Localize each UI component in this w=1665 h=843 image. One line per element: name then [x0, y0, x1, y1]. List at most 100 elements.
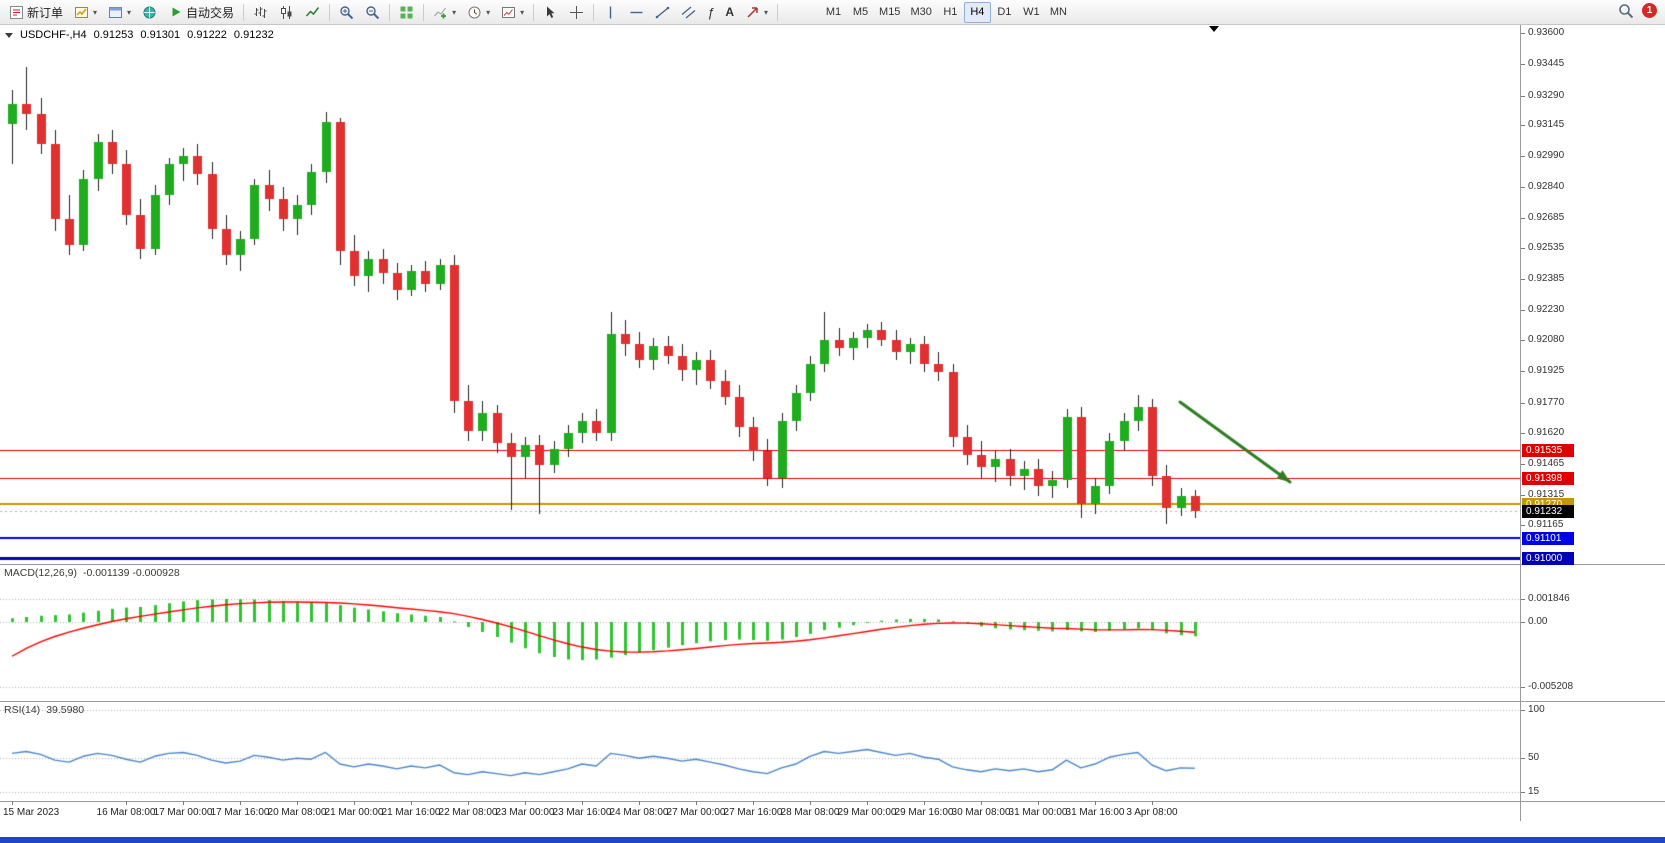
price-line-label: 0.91101 [1522, 532, 1574, 545]
price-axis[interactable]: 0.93600 0.93445 0.93290 0.93145 0.92990 0.928… [1521, 25, 1664, 821]
new-chart-icon [74, 5, 89, 20]
line-chart-mode-button[interactable] [300, 2, 325, 23]
panel-separator[interactable] [0, 564, 1665, 565]
price-tick-label: 0.93290 [1528, 90, 1565, 101]
time-tick-label: 23 Mar 16:00 [552, 807, 612, 818]
time-tick-mark [1095, 801, 1096, 805]
price-tick-label: 0.92385 [1528, 273, 1565, 284]
fibonacci-icon: ƒ [707, 4, 715, 20]
timeframe-group: M1 M5 M15 M30 H1 H4 D1 W1 MN [820, 1, 1072, 23]
clock-icon [467, 5, 482, 20]
bar-chart-mode-button[interactable] [248, 2, 273, 23]
time-tick-mark [1038, 801, 1039, 805]
tile-windows-button[interactable] [394, 2, 419, 23]
time-tick-mark [810, 801, 811, 805]
search-icon[interactable] [1618, 3, 1633, 18]
toolbar-separator [389, 3, 391, 21]
macd-panel-canvas[interactable] [0, 564, 1520, 701]
axis-tick-mark [1521, 792, 1525, 793]
new-order-button[interactable]: 新订单 [4, 2, 68, 23]
axis-tick-mark [1521, 403, 1525, 404]
rsi-tick-label: 15 [1528, 786, 1540, 797]
new-order-label: 新订单 [27, 5, 64, 20]
time-tick-label: 16 Mar 08:00 [96, 807, 156, 818]
axis-tick-mark [1521, 279, 1525, 280]
time-tick-label: 24 Mar 08:00 [609, 807, 669, 818]
chevron-down-icon: ▾ [127, 7, 132, 17]
macd-tick-label: 0.00 [1528, 616, 1548, 627]
candlestick-mode-button[interactable] [274, 2, 299, 23]
timeframe-m5-button[interactable]: M5 [852, 6, 869, 18]
price-tick-label: 0.91165 [1528, 519, 1564, 530]
time-tick-label: 31 Mar 00:00 [1008, 807, 1068, 818]
profiles-button[interactable]: ▾ [103, 2, 136, 23]
crosshair-button[interactable] [564, 2, 589, 23]
price-tick-label: 0.92990 [1528, 150, 1565, 161]
time-tick-mark [867, 801, 868, 805]
time-tick-label: 15 Mar 2023 [3, 807, 60, 818]
chart-collapse-button[interactable] [5, 32, 13, 38]
cursor-button[interactable] [538, 2, 563, 23]
terminal-button[interactable] [137, 2, 162, 23]
periods-button[interactable]: ▾ [462, 2, 495, 23]
trendline-icon [655, 5, 670, 20]
new-chart-button[interactable]: ▾ [69, 2, 102, 23]
timeframe-mn-button[interactable]: MN [1049, 6, 1067, 18]
axis-tick-mark [1521, 248, 1525, 249]
play-icon [168, 5, 183, 20]
templates-button[interactable]: ▾ [496, 2, 529, 23]
chart-window: USDCHF-,H4 0.91253 0.91301 0.91222 0.912… [0, 25, 1665, 821]
macd-values: -0.001139 -0.000928 [82, 567, 180, 579]
zoom-out-button[interactable] [360, 2, 385, 23]
price-tick-label: 0.92685 [1528, 212, 1565, 223]
zoom-in-icon [339, 5, 354, 20]
timeframe-h4-button[interactable]: H4 [963, 1, 991, 23]
horizontal-line-button[interactable] [624, 2, 649, 23]
zoom-out-icon [365, 5, 380, 20]
timeframe-m15-button[interactable]: M15 [879, 6, 901, 18]
terminal-icon [142, 5, 157, 20]
zoom-in-button[interactable] [334, 2, 359, 23]
panel-separator[interactable] [0, 701, 1665, 702]
timeframe-m30-button[interactable]: M30 [910, 6, 932, 18]
time-tick-mark [981, 801, 982, 805]
auto-trading-label: 自动交易 [186, 5, 235, 20]
toolbar-separator [423, 3, 425, 21]
time-tick-label: 17 Mar 00:00 [153, 807, 213, 818]
time-tick-mark [297, 801, 298, 805]
arrows-tool-button[interactable]: ▾ [740, 2, 773, 23]
price-tick-label: 0.91925 [1528, 365, 1565, 376]
axis-tick-mark [1521, 433, 1525, 434]
price-chart-canvas[interactable] [0, 25, 1520, 564]
axis-tick-mark [1521, 340, 1525, 341]
channel-button[interactable] [676, 2, 701, 23]
rsi-tick-label: 100 [1528, 704, 1545, 715]
rsi-name: RSI(14) [4, 704, 41, 716]
time-tick-label: 17 Mar 16:00 [210, 807, 270, 818]
time-tick-mark [240, 801, 241, 805]
timeframe-m1-button[interactable]: M1 [825, 6, 842, 18]
tile-windows-icon [399, 5, 414, 20]
rsi-panel-canvas[interactable] [0, 701, 1520, 801]
toolbar-separator [777, 3, 779, 21]
timeframe-d1-button[interactable]: D1 [997, 6, 1012, 18]
axis-tick-mark [1521, 710, 1525, 711]
templates-icon [501, 5, 516, 20]
fibonacci-button[interactable]: ƒ [702, 2, 719, 23]
price-axis-border [1520, 25, 1521, 821]
time-tick-label: 29 Mar 00:00 [837, 807, 897, 818]
toolbar: 新订单 ▾ ▾ 自动交易 ▾ ▾ ▾ ƒ A [0, 0, 1665, 25]
vertical-line-button[interactable] [598, 2, 623, 23]
crosshair-icon [569, 5, 584, 20]
text-tool-button[interactable]: A [720, 2, 739, 23]
time-axis[interactable]: 15 Mar 2023 16 Mar 08:00 17 Mar 00:00 17 Ma… [0, 801, 1520, 821]
price-tick-label: 0.91465 [1528, 458, 1565, 469]
timeframe-w1-button[interactable]: W1 [1023, 6, 1040, 18]
indicators-button[interactable]: ▾ [428, 2, 461, 23]
bar-chart-icon [253, 5, 268, 20]
time-tick-label: 27 Mar 00:00 [666, 807, 726, 818]
timeframe-h1-button[interactable]: H1 [943, 6, 958, 18]
auto-trading-button[interactable]: 自动交易 [163, 2, 239, 23]
notification-badge[interactable]: 1 [1642, 3, 1657, 18]
trendline-button[interactable] [650, 2, 675, 23]
